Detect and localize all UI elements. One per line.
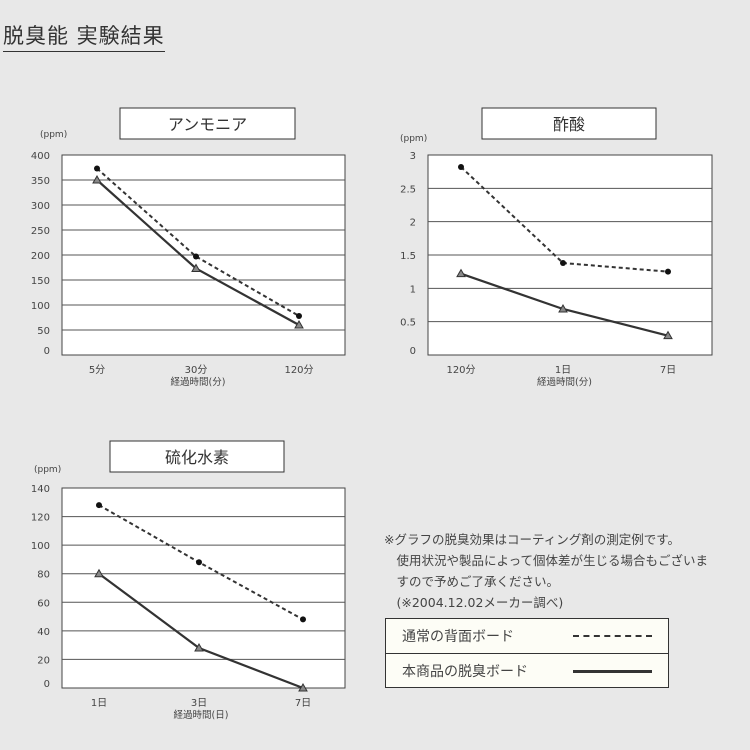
x-tick-label: 7日	[295, 698, 311, 709]
chart-title: アンモニア	[168, 115, 247, 134]
chart-title-box	[481, 107, 657, 140]
y-tick-label: 20	[37, 655, 50, 666]
y-tick-label: 1	[410, 284, 416, 295]
y-axis-unit: (ppm)	[40, 130, 67, 140]
y-tick-label: 0.5	[400, 318, 416, 329]
series-line-regular	[96, 167, 300, 317]
data-point-circle	[94, 165, 100, 172]
y-tick-label: 60	[37, 598, 50, 609]
x-axis-label: 経過時間(分)	[171, 376, 226, 388]
data-point-triangle	[92, 174, 102, 184]
data-point-triangle	[663, 330, 673, 340]
y-tick-label: 40	[37, 627, 50, 638]
note-line: すので予めご了承ください。	[384, 574, 560, 589]
page-title: 脱臭能 実験結果	[3, 20, 165, 52]
legend: 通常の背面ボード 本商品の脱臭ボード	[385, 618, 669, 688]
data-point-circle	[96, 502, 102, 509]
plot-area	[61, 487, 346, 689]
x-axis-label: 経過時間(日)	[174, 709, 229, 721]
dashed-line-swatch	[573, 635, 652, 637]
y-tick-label: 200	[31, 251, 50, 262]
legend-item-regular: 通常の背面ボード	[386, 619, 668, 653]
x-tick-label: 3日	[191, 698, 207, 709]
data-point-triangle	[294, 319, 304, 329]
y-tick-label: 80	[37, 570, 50, 581]
x-tick-label: 30分	[185, 364, 208, 376]
chart-1: アンモニア 0 50 100 150 200 250 300 350 400 (ppm) 5分 30分 1…	[31, 107, 346, 388]
legend-label: 本商品の脱臭ボード	[402, 664, 528, 680]
y-tick-label: 300	[31, 201, 50, 212]
y-tick-label: 0	[410, 346, 416, 357]
y-tick-label: 400	[31, 151, 50, 162]
data-point-triangle	[194, 642, 204, 652]
data-point-circle	[300, 616, 306, 623]
x-tick-label: 1日	[555, 365, 571, 376]
legend-label: 通常の背面ボード	[402, 629, 514, 645]
y-tick-label: 3	[410, 151, 416, 162]
data-point-triangle	[191, 263, 201, 272]
x-tick-label: 120分	[284, 364, 313, 376]
x-tick-label: 5分	[89, 364, 105, 376]
y-tick-label: 0	[44, 346, 50, 357]
data-point-circle	[296, 313, 302, 319]
data-point-triangle	[94, 568, 104, 578]
data-point-circle	[665, 268, 671, 275]
y-tick-label: 150	[31, 276, 50, 287]
y-tick-label: 50	[37, 326, 50, 337]
legend-item-product: 本商品の脱臭ボード	[386, 653, 668, 688]
data-point-triangle	[558, 303, 568, 313]
data-point-circle	[458, 164, 464, 170]
solid-line-swatch	[573, 669, 652, 673]
y-tick-label: 100	[31, 541, 50, 552]
y-tick-label: 140	[31, 484, 50, 495]
chart-title: 硫化水素	[165, 448, 229, 467]
note-line: (※2004.12.02メーカー調べ)	[384, 595, 564, 610]
y-axis-unit: (ppm)	[34, 465, 61, 475]
y-tick-label: 120	[31, 513, 50, 524]
y-tick-label: 1.5	[400, 251, 416, 262]
data-point-triangle	[456, 268, 466, 278]
x-axis-label: 経過時間(分)	[537, 376, 592, 388]
note-line: ※グラフの脱臭効果はコーティング剤の測定例です。	[384, 532, 680, 547]
y-tick-label: 2.5	[400, 184, 416, 195]
x-tick-label: 120分	[446, 364, 475, 376]
data-point-triangle	[298, 682, 308, 692]
y-tick-label: 250	[31, 226, 50, 237]
data-point-circle	[193, 253, 199, 260]
x-tick-label: 7日	[660, 365, 676, 376]
note-line: 使用状況や製品によって個体差が生じる場合もございま	[384, 553, 709, 568]
y-tick-label: 100	[31, 301, 50, 312]
y-tick-label: 0	[44, 679, 50, 690]
data-point-circle	[196, 559, 202, 566]
x-tick-label: 1日	[91, 698, 107, 709]
footnote: ※グラフの脱臭効果はコーティング剤の測定例です。 使用状況や製品によって個体差が…	[384, 529, 708, 613]
y-axis-unit: (ppm)	[400, 134, 427, 144]
y-tick-label: 350	[31, 176, 50, 187]
data-point-circle	[560, 260, 566, 266]
chart-title-box	[119, 107, 296, 140]
chart-title-box	[109, 440, 285, 473]
y-tick-label: 2	[410, 218, 416, 229]
chart-title: 酢酸	[553, 115, 585, 134]
